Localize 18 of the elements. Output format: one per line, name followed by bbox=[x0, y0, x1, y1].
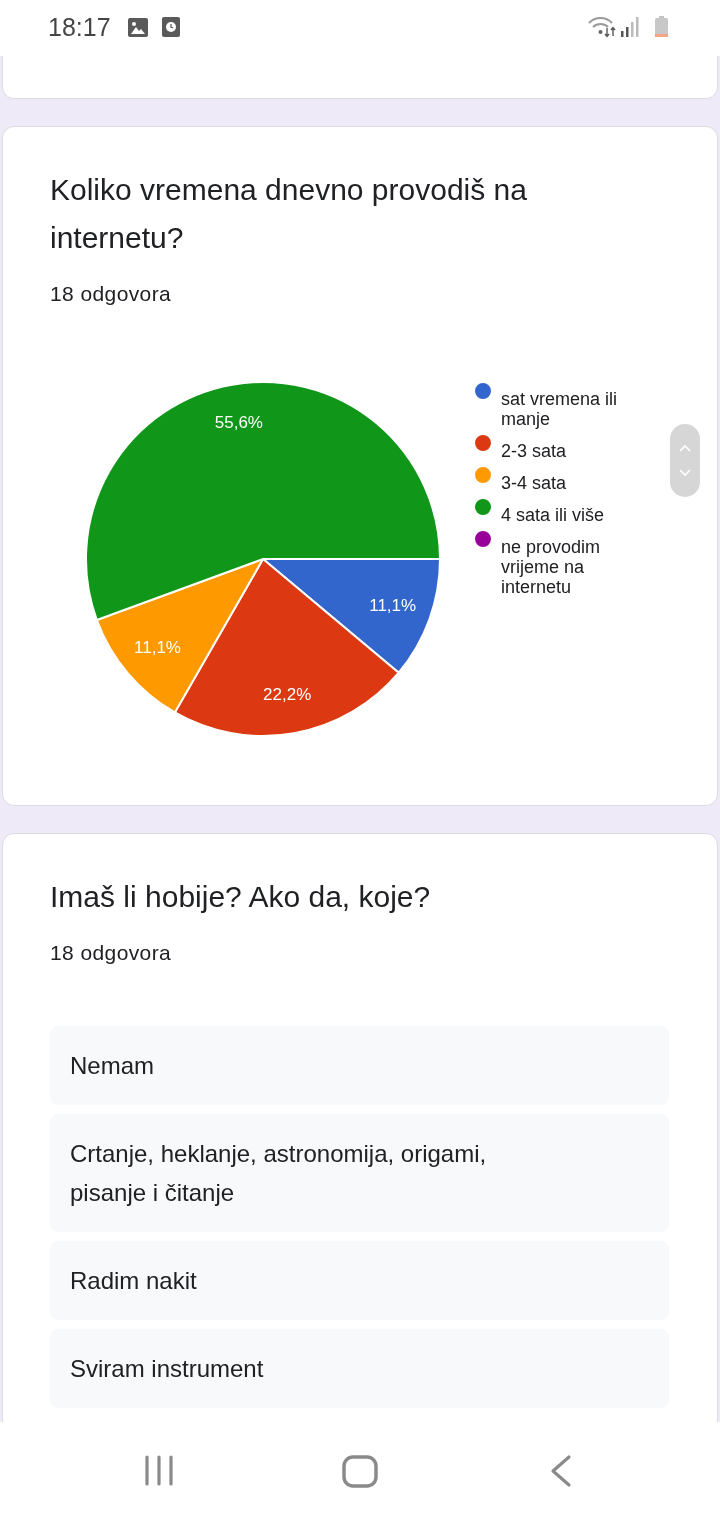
text: Imaš li hobije? Ako da, koje? bbox=[50, 879, 432, 915]
legend-label: sat vremena ili manje bbox=[501, 389, 618, 429]
text: 18:17 bbox=[48, 12, 111, 42]
legend-label: 3-4 sata bbox=[501, 473, 568, 493]
legend-label: ne provodim vrijeme na internetu bbox=[501, 537, 601, 597]
data-label: 22,2% bbox=[263, 684, 312, 704]
text: 18 odgovora bbox=[50, 941, 172, 965]
legend-label: 4 sata ili više bbox=[501, 505, 605, 525]
response-field: Crtanje, heklanje, astronomija, origami, pisanje i čitanje bbox=[50, 1114, 669, 1232]
data-label: 55,6% bbox=[214, 413, 263, 433]
response-field: Nemam bbox=[50, 1026, 669, 1105]
data-label: 11,1% bbox=[134, 637, 181, 657]
legend-label: 2-3 sata bbox=[501, 441, 568, 461]
chart-subtitle: 18 odgovora bbox=[50, 282, 172, 306]
data-label: 11,1% bbox=[369, 596, 417, 616]
response-field: Sviram instrument bbox=[50, 1329, 669, 1408]
response-field: Radim nakit bbox=[50, 1241, 669, 1320]
chart-title: Koliko vremena dnevno provodiš na internetu? bbox=[50, 172, 528, 256]
